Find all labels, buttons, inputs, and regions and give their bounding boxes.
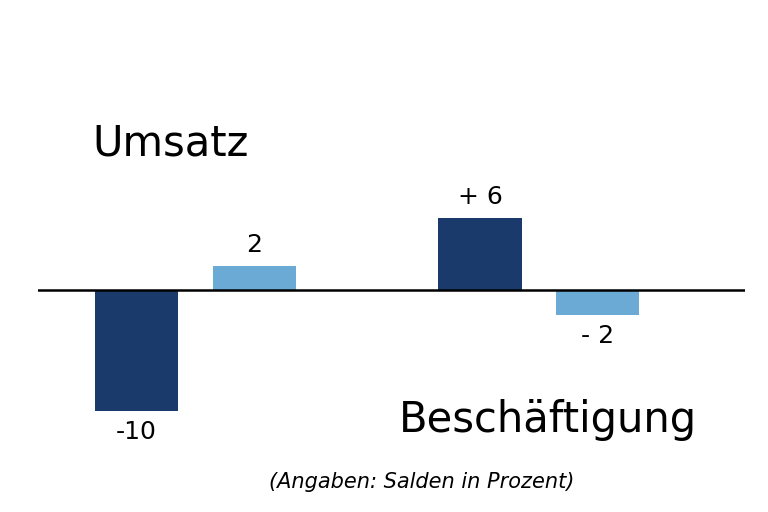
Text: + 6: + 6 (458, 185, 502, 208)
Bar (439, 218, 521, 290)
Text: -10: -10 (116, 420, 157, 444)
Bar (94, 290, 178, 411)
Text: - 2: - 2 (581, 324, 614, 348)
Text: Beschäftigung: Beschäftigung (399, 399, 697, 441)
Text: (Angaben: Salden in Prozent): (Angaben: Salden in Prozent) (269, 472, 574, 492)
Bar (556, 290, 640, 314)
Bar (213, 266, 296, 290)
Text: 2: 2 (247, 233, 263, 257)
Text: Umsatz: Umsatz (92, 122, 249, 164)
